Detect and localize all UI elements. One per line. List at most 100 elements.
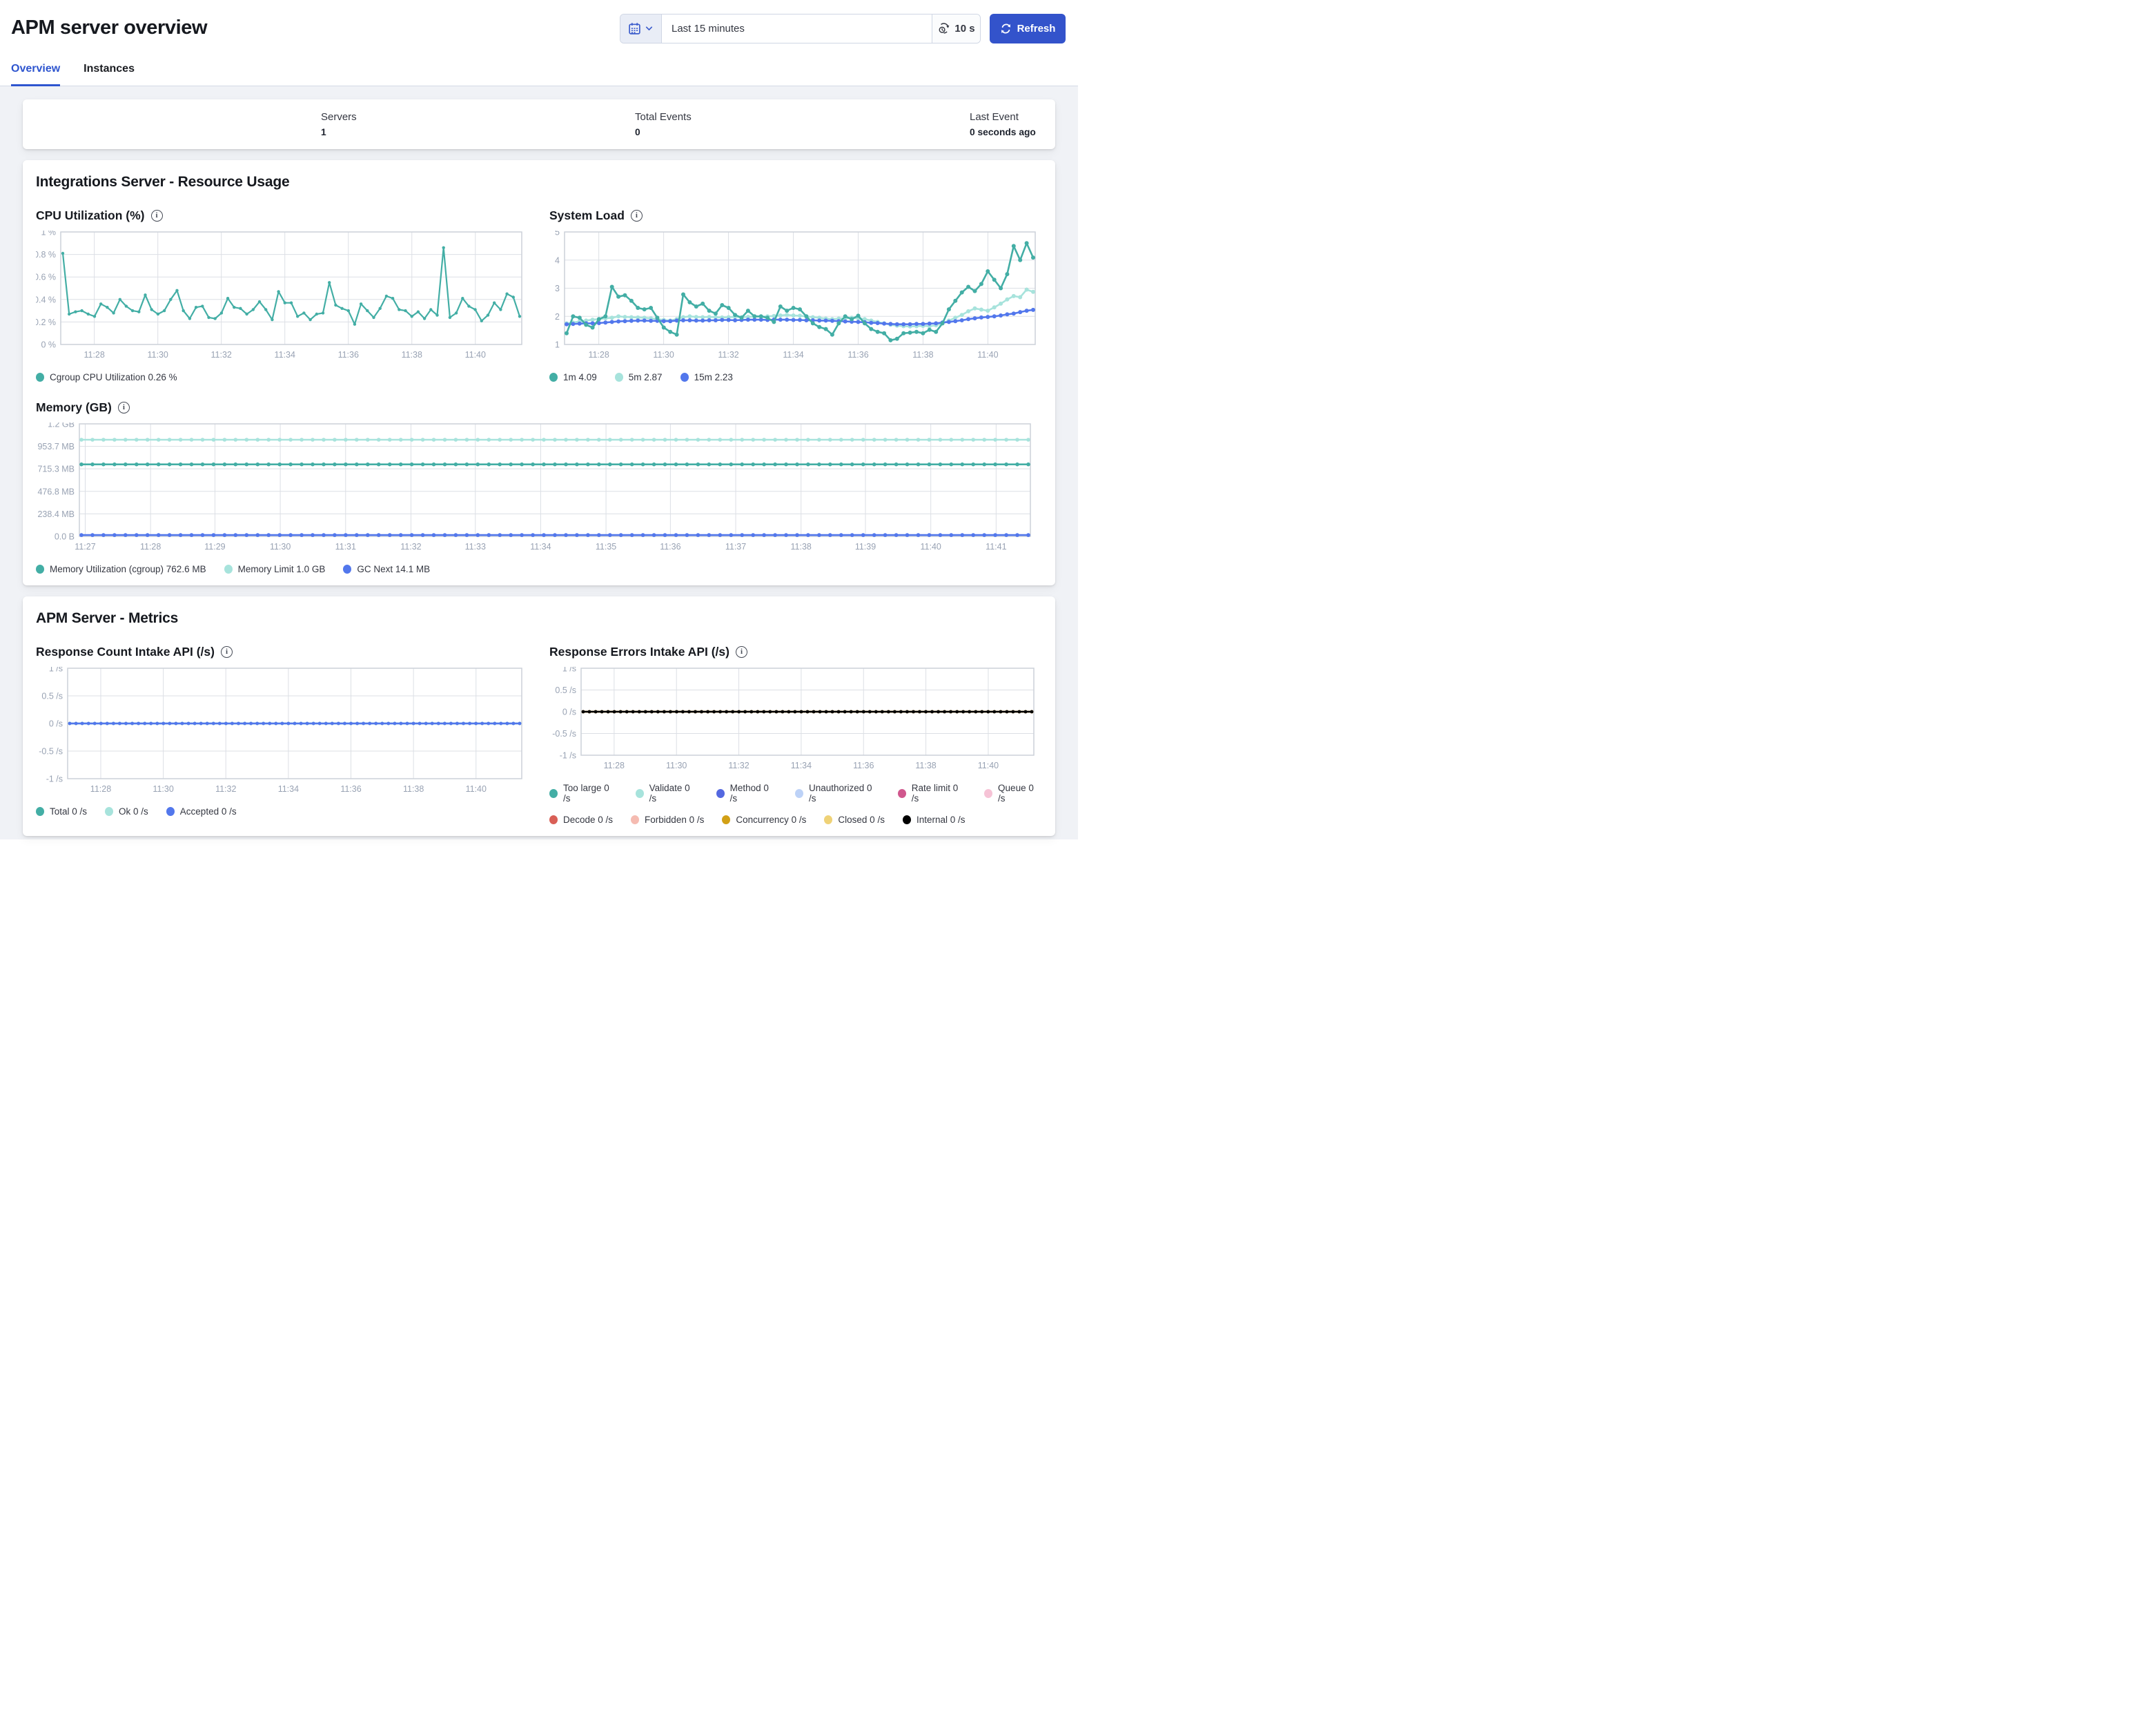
tab-overview[interactable]: Overview <box>11 63 61 86</box>
refresh-interval-button[interactable]: 10 s <box>932 14 980 43</box>
legend-label: Memory Limit 1.0 GB <box>237 564 326 574</box>
tab-instances[interactable]: Instances <box>84 63 135 75</box>
svg-text:11:38: 11:38 <box>403 784 424 794</box>
legend-item[interactable]: Accepted 0 /s <box>166 806 237 817</box>
legend-item[interactable]: Closed 0 /s <box>824 815 885 825</box>
tab-bar: Overview Instances <box>0 63 1078 86</box>
svg-text:5: 5 <box>555 231 560 237</box>
legend-item[interactable]: Memory Limit 1.0 GB <box>224 564 326 574</box>
chart-title: Response Errors Intake API (/s) <box>549 645 729 659</box>
info-icon[interactable] <box>735 646 747 658</box>
svg-text:11:30: 11:30 <box>270 542 291 552</box>
legend-item[interactable]: Decode 0 /s <box>549 815 613 825</box>
legend-item[interactable]: Cgroup CPU Utilization 0.26 % <box>36 372 177 382</box>
legend-item[interactable]: Method 0 /s <box>716 783 777 804</box>
legend-label: Cgroup CPU Utilization 0.26 % <box>50 372 177 382</box>
refresh-interval-value: 10 s <box>954 23 975 35</box>
svg-text:11:30: 11:30 <box>666 761 687 770</box>
svg-text:11:38: 11:38 <box>915 761 936 770</box>
legend-item[interactable]: Internal 0 /s <box>902 815 966 825</box>
cpu-utilization-chart-block: CPU Utilization (%) 1 % 0.8 % 0.6 % 0.4 % 0.… <box>34 208 531 382</box>
legend-item[interactable]: 15m 2.23 <box>680 372 733 382</box>
legend-dot-icon <box>635 788 644 798</box>
svg-text:0.2 %: 0.2 % <box>36 318 56 327</box>
svg-text:11:36: 11:36 <box>847 350 868 360</box>
legend-dot-icon <box>166 807 175 816</box>
svg-text:-0.5 /s: -0.5 /s <box>552 729 576 739</box>
chart-title: System Load <box>549 208 625 222</box>
svg-text:1.2 GB: 1.2 GB <box>48 422 75 429</box>
system-load-chart-block: System Load 5 4 3 2 1 11:28 11:30 11:32 11:34 11:… <box>549 208 1042 382</box>
refresh-icon <box>1000 23 1012 35</box>
svg-text:11:30: 11:30 <box>653 350 674 360</box>
legend-dot-icon <box>105 807 114 816</box>
legend-item[interactable]: Unauthorized 0 /s <box>794 783 880 804</box>
svg-text:11:38: 11:38 <box>402 350 422 360</box>
svg-text:11:32: 11:32 <box>718 350 738 360</box>
svg-text:0.5 /s: 0.5 /s <box>41 692 63 701</box>
legend-item[interactable]: GC Next 14.1 MB <box>343 564 430 574</box>
cpu-utilization-chart[interactable]: 1 % 0.8 % 0.6 % 0.4 % 0.2 % 0 % 11:28 11:30 11:3… <box>34 228 523 362</box>
svg-text:0.4 %: 0.4 % <box>36 295 56 304</box>
legend-dot-icon <box>614 373 623 382</box>
info-icon[interactable] <box>220 646 233 658</box>
section-title: Integrations Server - Resource Usage <box>36 174 290 190</box>
svg-text:715.3 MB: 715.3 MB <box>37 465 75 474</box>
date-quick-select-button[interactable] <box>620 14 662 43</box>
legend-item[interactable]: 1m 4.09 <box>549 372 597 382</box>
legend-item[interactable]: 5m 2.87 <box>614 372 663 382</box>
svg-text:11:40: 11:40 <box>465 350 486 360</box>
legend-item[interactable]: Memory Utilization (cgroup) 762.6 MB <box>36 564 206 574</box>
info-icon[interactable] <box>117 402 130 414</box>
svg-text:953.7 MB: 953.7 MB <box>37 442 75 451</box>
legend-item[interactable]: Validate 0 /s <box>635 783 698 804</box>
legend-item[interactable]: Total 0 /s <box>36 806 87 817</box>
chevron-down-icon <box>645 24 654 33</box>
svg-text:0 /s: 0 /s <box>562 708 576 717</box>
svg-text:11:32: 11:32 <box>728 761 749 770</box>
super-date-picker: Last 15 minutes 10 s <box>620 14 981 43</box>
legend-dot-icon <box>224 565 233 574</box>
svg-text:11:34: 11:34 <box>275 350 295 360</box>
legend-label: Decode 0 /s <box>563 815 614 825</box>
legend-item[interactable]: Concurrency 0 /s <box>722 815 806 825</box>
svg-text:11:30: 11:30 <box>148 350 168 360</box>
svg-text:11:34: 11:34 <box>783 350 803 360</box>
legend-item[interactable]: Too large 0 /s <box>549 783 618 804</box>
legend-item[interactable]: Forbidden 0 /s <box>631 815 704 825</box>
stat-value: 0 <box>635 127 640 137</box>
cpu-chart-legend: Cgroup CPU Utilization 0.26 % <box>36 372 531 382</box>
summary-status-bar: Servers 1 Total Events 0 Last Event 0 se… <box>23 99 1055 149</box>
legend-label: Ok 0 /s <box>119 806 148 817</box>
svg-text:0 %: 0 % <box>41 340 56 350</box>
legend-dot-icon <box>343 565 352 574</box>
svg-text:11:30: 11:30 <box>153 784 173 794</box>
svg-text:-0.5 /s: -0.5 /s <box>39 747 63 757</box>
legend-label: Queue 0 /s <box>998 783 1034 804</box>
memory-chart-block: Memory (GB) 1.2 GB 953.7 MB 715.3 MB 476.8 … <box>36 400 1042 574</box>
time-range-input[interactable]: Last 15 minutes <box>662 14 932 43</box>
svg-text:-1 /s: -1 /s <box>46 775 63 784</box>
legend-dot-icon <box>631 815 640 824</box>
legend-label: Total 0 /s <box>50 806 88 817</box>
system-load-chart[interactable]: 5 4 3 2 1 11:28 11:30 11:32 11:34 11:36 11:38 11:40 <box>549 228 1037 362</box>
info-icon[interactable] <box>630 210 643 222</box>
info-icon[interactable] <box>150 210 163 222</box>
legend-item[interactable]: Rate limit 0 /s <box>897 783 966 804</box>
legend-item[interactable]: Ok 0 /s <box>105 806 148 817</box>
svg-text:1: 1 <box>555 340 560 350</box>
stat-last-event: Last Event 0 seconds ago <box>970 111 1036 137</box>
svg-text:0.5 /s: 0.5 /s <box>555 685 576 695</box>
svg-text:11:40: 11:40 <box>978 761 999 770</box>
svg-text:11:40: 11:40 <box>977 350 998 360</box>
svg-text:0.6 %: 0.6 % <box>36 273 56 282</box>
stat-servers: Servers 1 <box>321 111 357 137</box>
response-count-chart-legend: Total 0 /s Ok 0 /s Accepted 0 /s <box>36 806 531 817</box>
refresh-button[interactable]: Refresh <box>990 14 1066 43</box>
stat-total-events: Total Events 0 <box>635 111 692 137</box>
response-errors-chart[interactable]: 1 /s 0.5 /s 0 /s -0.5 /s -1 /s 11:28 11:30 11:3… <box>549 664 1035 772</box>
memory-chart[interactable]: 1.2 GB 953.7 MB 715.3 MB 476.8 MB 238.4 MB 0.… <box>36 420 1032 554</box>
response-count-chart[interactable]: 1 /s 0.5 /s 0 /s -0.5 /s -1 /s 11:28 11:30 11:3… <box>36 664 523 796</box>
legend-item[interactable]: Queue 0 /s <box>984 783 1042 804</box>
svg-text:11:27: 11:27 <box>75 542 95 552</box>
